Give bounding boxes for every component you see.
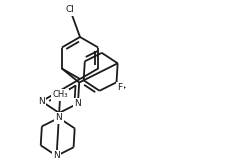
Text: Cl: Cl (66, 5, 75, 15)
Text: CH₃: CH₃ (52, 90, 68, 99)
Text: N: N (75, 99, 81, 108)
Text: N: N (53, 151, 60, 160)
Text: N: N (38, 97, 45, 106)
Text: N: N (56, 113, 62, 122)
Text: F: F (117, 83, 123, 92)
